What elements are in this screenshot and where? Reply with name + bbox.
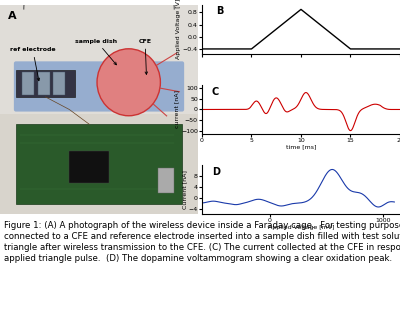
Y-axis label: Current [nA]: Current [nA]	[182, 170, 187, 209]
X-axis label: time [ms]: time [ms]	[286, 144, 316, 149]
Text: C: C	[212, 87, 219, 97]
Text: CFE: CFE	[139, 39, 152, 74]
Text: Figure 1: (A) A photograph of the wireless device inside a Faraday cage.  For te: Figure 1: (A) A photograph of the wirele…	[4, 221, 400, 263]
Bar	[0, 5, 198, 114]
Circle shape	[97, 49, 160, 116]
Bar	[38, 72, 50, 95]
FancyBboxPatch shape	[14, 61, 184, 112]
Bar	[16, 124, 182, 204]
Bar	[54, 72, 65, 95]
Text: sample dish: sample dish	[75, 39, 117, 65]
Bar	[158, 168, 174, 193]
X-axis label: Applied Voltage [mV]: Applied Voltage [mV]	[268, 225, 334, 230]
Text: D: D	[212, 167, 220, 177]
Bar	[16, 70, 75, 97]
Bar	[22, 72, 34, 95]
Y-axis label: current [nA]: current [nA]	[174, 90, 180, 128]
Y-axis label: Applied Voltage [V]: Applied Voltage [V]	[176, 0, 181, 59]
Text: ref electrode: ref electrode	[10, 47, 56, 81]
Bar	[69, 151, 109, 183]
Text: B: B	[216, 6, 223, 16]
Text: A: A	[8, 11, 16, 21]
